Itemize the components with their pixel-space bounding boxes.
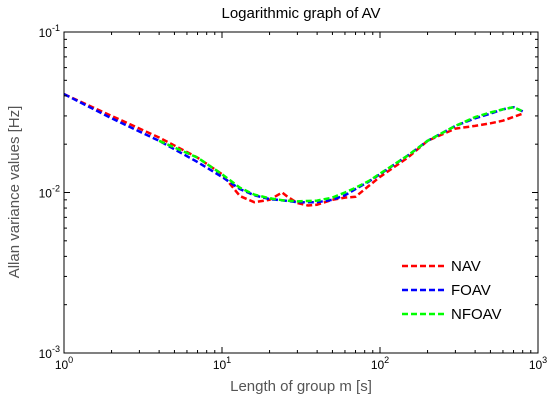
y-tick-label-exponent: -2 xyxy=(52,184,60,194)
legend-label-nav: NAV xyxy=(451,258,481,275)
x-tick-label: 102 xyxy=(371,355,389,372)
x-tick-label-base: 10 xyxy=(529,358,543,372)
legend-item-foav: FOAV xyxy=(402,282,491,299)
x-tick-label-exponent: 2 xyxy=(384,355,389,365)
y-tick-label: 10-2 xyxy=(39,184,60,201)
x-tick-label-base: 10 xyxy=(55,358,69,372)
x-tick-label-exponent: 0 xyxy=(68,355,73,365)
y-tick-label-base: 10 xyxy=(39,26,53,40)
y-tick-label-exponent: -1 xyxy=(52,23,60,33)
legend-label-nfoav: NFOAV xyxy=(451,306,502,323)
legend-item-nav: NAV xyxy=(402,258,481,275)
x-tick-label: 100 xyxy=(55,355,73,372)
x-tick-label-base: 10 xyxy=(213,358,227,372)
y-tick-label-base: 10 xyxy=(39,347,53,361)
series-line-nfoav xyxy=(158,105,524,203)
legend: NAV FOAV NFOAV xyxy=(402,258,502,323)
y-tick-label-exponent: -3 xyxy=(52,344,60,354)
series-line-foav xyxy=(63,92,524,204)
y-tick-label-base: 10 xyxy=(39,187,53,201)
x-tick-label-exponent: 3 xyxy=(542,355,547,365)
legend-item-nfoav: NFOAV xyxy=(402,306,502,323)
x-tick-label: 103 xyxy=(529,355,547,372)
legend-label-foav: FOAV xyxy=(451,282,491,299)
y-tick-label: 10-3 xyxy=(39,344,60,361)
x-tick-label: 101 xyxy=(213,355,231,372)
x-tick-label-base: 10 xyxy=(371,358,385,372)
x-axis-label: Length of group m [s] xyxy=(230,378,372,395)
chart-title: Logarithmic graph of AV xyxy=(222,5,381,22)
y-tick-label: 10-1 xyxy=(39,23,60,40)
plot-frame xyxy=(63,31,539,354)
series-line-nav xyxy=(63,92,524,207)
x-tick-label-exponent: 1 xyxy=(226,355,231,365)
y-axis-label: Allan variance values [Hz] xyxy=(6,106,23,279)
curves xyxy=(63,92,524,207)
